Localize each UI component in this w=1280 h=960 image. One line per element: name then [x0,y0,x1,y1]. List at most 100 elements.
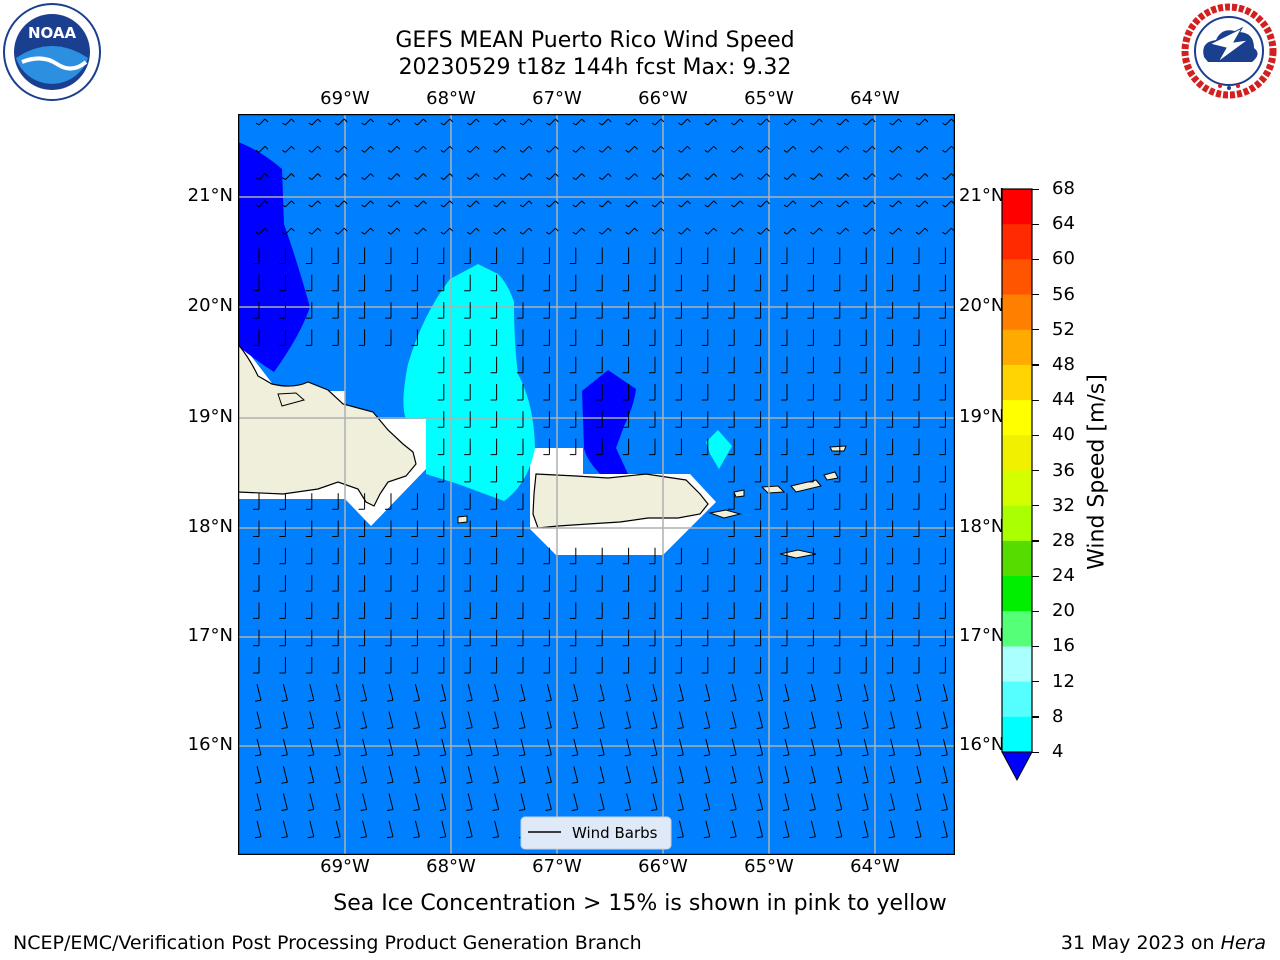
colorbar-tick-mark [1032,575,1039,577]
lon-label-top: 66°W [638,88,688,109]
wind-barb [334,738,341,757]
wind-barb [886,575,894,592]
wind-barb [253,302,260,319]
wind-barb [915,173,929,181]
wind-barb [728,411,735,428]
wind-barb [728,329,735,346]
wind-barb [622,438,630,456]
wind-barb [914,793,922,811]
wind-barb [305,629,313,647]
wind-barb [598,793,605,811]
wind-barb [783,145,797,153]
colorbar-tick-label: 12 [1052,670,1075,692]
land-culebra [733,489,745,498]
wind-barb [703,738,711,757]
colorbar-tick-label: 48 [1052,353,1075,375]
wind-barb [757,145,770,153]
wind-barb [886,384,894,401]
wind-barb [939,657,946,674]
wind-barb [886,329,894,346]
wind-barb [569,274,577,292]
wind-barb [730,766,737,784]
wind-barb [437,602,445,619]
wind-barb [411,329,418,346]
wind-barb [361,173,374,181]
wind-barb [650,711,658,730]
wind-barb [860,657,867,674]
wind-barb [810,173,823,181]
wind-barb [334,711,341,730]
wind-barb [754,302,762,319]
wind-barb [360,793,368,811]
wind-barb [754,384,762,401]
wind-barb [517,274,524,292]
wind-barb [543,411,550,428]
wind-barb [253,247,260,264]
wind-barb [490,438,498,456]
wind-barb [728,465,735,483]
colorbar-bin [1002,189,1032,225]
chart-title-line2: 20230529 t18z 144h fcst Max: 9.32 [398,55,792,80]
wind-barb [387,200,401,208]
wind-barb [835,711,843,730]
wind-barb [387,118,401,126]
wind-barb [913,411,920,428]
wind-barb [915,227,929,235]
wind-barb [332,575,339,592]
wind-barb [625,173,638,181]
wind-barb [939,629,946,647]
land-mona-island [457,515,468,524]
land-anegada [829,445,847,452]
wind-barb [756,711,764,730]
wind-barb [596,657,603,674]
wind-barb [757,200,770,208]
wind-barb [807,274,814,292]
wind-barb [517,520,524,537]
wind-barb [543,356,550,374]
wind-barb [886,657,894,674]
wind-barb [756,766,764,784]
wind-barb [387,227,401,235]
wind-barb [253,575,260,592]
wind-barb [886,629,894,647]
land-vieques [708,509,742,519]
wind-barb [913,602,920,619]
wind-barb [332,329,339,346]
wind-barb [730,200,744,208]
wind-barb [862,793,869,811]
wind-barb [440,173,454,181]
wind-barb [913,547,920,565]
wind-barb [886,302,894,319]
colorbar-bin [1002,576,1032,612]
wind-barb [437,547,445,565]
lon-label-top: 69°W [320,88,370,109]
wind-barb [756,684,764,702]
caption-wrapper: Sea Ice Concentration > 15% is shown in … [0,891,1280,916]
wind-barb [914,738,922,757]
wind-barb [860,329,867,346]
colorbar-tick-mark [1032,188,1039,190]
wind-barb [914,766,922,784]
wind-barb [675,411,682,428]
wind-barb [622,384,630,401]
wind-barb [651,200,665,208]
wind-barb [308,227,322,235]
wind-barb [411,657,418,674]
wind-barb [624,684,632,702]
footer-host: Hera [1220,932,1266,954]
wind-barb [939,438,946,456]
wind-barb [518,738,526,757]
wind-barb [572,227,586,235]
wind-barb [596,329,603,346]
wind-barb [437,329,445,346]
wind-barb [782,766,790,784]
wind-barb [305,575,313,592]
wind-barb [939,356,946,374]
wind-barb [332,302,339,319]
noaa-logo-text: NOAA [28,24,77,42]
wind-barb [307,820,315,839]
wind-barb [677,684,684,702]
colorbar-bin [1002,364,1032,401]
wind-barb [728,629,735,647]
lon-label-bottom: 64°W [850,856,900,877]
